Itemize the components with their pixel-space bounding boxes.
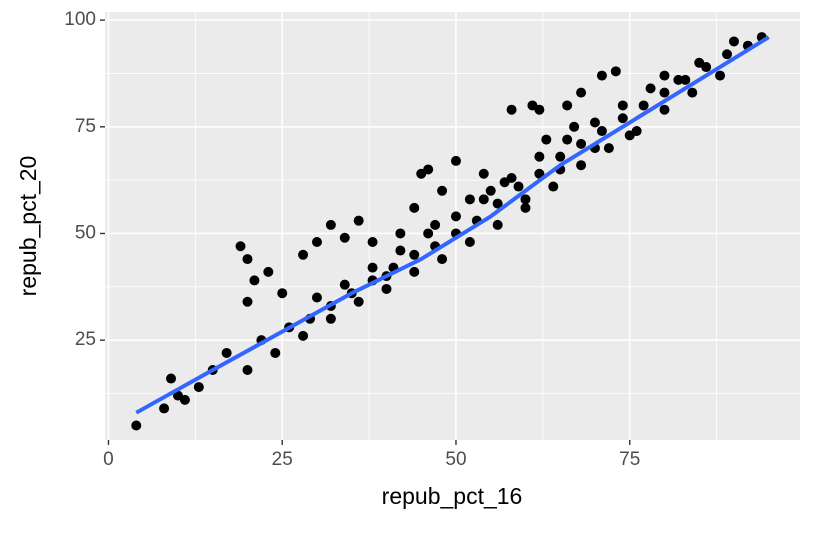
point (576, 138, 587, 149)
point (562, 134, 573, 145)
point (277, 288, 288, 299)
point (193, 382, 204, 393)
y-tick-label: 100 (64, 9, 96, 30)
point (687, 87, 698, 98)
point (166, 373, 177, 384)
point (367, 262, 378, 273)
point (437, 185, 448, 196)
point (464, 194, 475, 205)
point (534, 151, 545, 162)
point (242, 254, 253, 265)
point (617, 100, 628, 111)
point (478, 194, 489, 205)
point (367, 237, 378, 248)
point (569, 121, 580, 132)
point (325, 313, 336, 324)
x-tick-label: 50 (445, 449, 466, 470)
point (311, 237, 322, 248)
point (409, 266, 420, 277)
point (673, 74, 684, 85)
point (610, 66, 621, 77)
point (339, 279, 350, 290)
point (596, 70, 607, 81)
x-tick-label: 75 (619, 449, 640, 470)
point (464, 237, 475, 248)
point (353, 296, 364, 307)
point (409, 249, 420, 260)
point (520, 202, 531, 213)
point (513, 181, 524, 192)
point (562, 100, 573, 111)
point (659, 70, 670, 81)
y-axis-title: repub_pct_20 (15, 156, 41, 297)
x-tick-label: 25 (272, 449, 293, 470)
point (298, 330, 309, 341)
point (722, 49, 733, 60)
point (506, 104, 517, 115)
point (409, 202, 420, 213)
point (541, 134, 552, 145)
y-tick-label: 25 (75, 329, 96, 350)
point (242, 365, 253, 376)
point (534, 168, 545, 179)
point (131, 420, 142, 431)
point (485, 185, 496, 196)
point (659, 104, 670, 115)
x-tick-label: 0 (103, 449, 114, 470)
point (423, 228, 434, 239)
point (728, 36, 739, 47)
point (492, 219, 503, 230)
point (179, 394, 190, 405)
point (416, 168, 427, 179)
point (534, 104, 545, 115)
point (221, 347, 232, 358)
y-tick-label: 50 (75, 222, 96, 243)
point (645, 83, 656, 94)
point (381, 283, 392, 294)
point (617, 113, 628, 124)
x-axis-title: repub_pct_16 (382, 483, 523, 509)
point (242, 296, 253, 307)
point (311, 292, 322, 303)
y-tick-label: 75 (75, 116, 96, 137)
point (325, 219, 336, 230)
point (263, 266, 274, 277)
smooth-line (135, 35, 770, 415)
point (430, 219, 441, 230)
point (701, 62, 712, 73)
point (555, 151, 566, 162)
point (596, 126, 607, 137)
point (576, 160, 587, 171)
point (159, 403, 170, 414)
point (520, 194, 531, 205)
point (478, 168, 489, 179)
point (715, 70, 726, 81)
point (499, 177, 510, 188)
point (680, 74, 691, 85)
point (235, 241, 246, 252)
point (576, 87, 587, 98)
point (548, 181, 559, 192)
point (298, 249, 309, 260)
point (492, 198, 503, 209)
point (339, 232, 350, 243)
point (603, 143, 614, 154)
point (395, 228, 406, 239)
point (450, 211, 461, 222)
point (624, 130, 635, 141)
point (589, 117, 600, 128)
point (249, 275, 260, 286)
panel (105, 12, 800, 440)
point (270, 347, 281, 358)
point (659, 87, 670, 98)
point (450, 155, 461, 166)
point (437, 254, 448, 265)
point (638, 100, 649, 111)
point (353, 215, 364, 226)
point (395, 245, 406, 256)
